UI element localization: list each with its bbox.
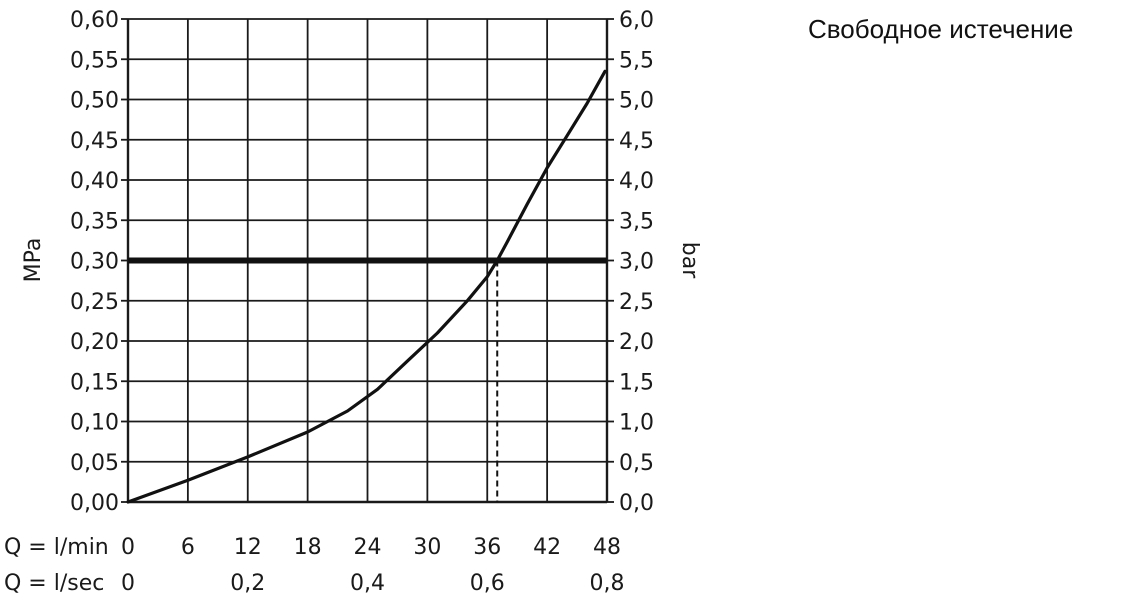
x-tick-label-min: 36 <box>473 535 501 560</box>
y-tick-label-left: 0,45 <box>70 129 119 154</box>
y-tick-label-right: 5,5 <box>619 48 654 73</box>
x-axis-label-min: Q = l/min <box>4 535 109 560</box>
x-tick-label-min: 6 <box>181 535 195 560</box>
y-axis-right-label: bar <box>677 242 702 279</box>
x-axis: 0 6 12 18 24 30 36 42 48 0 0,2 0,4 0,6 0,8 <box>121 535 625 596</box>
y-tick-label-right: 2,5 <box>619 290 654 315</box>
x-tick-label-min: 30 <box>413 535 441 560</box>
x-tick-label-min: 18 <box>294 535 322 560</box>
y-tick-label-right: 0,0 <box>619 491 654 516</box>
y-tick-label-left: 0,60 <box>70 8 119 33</box>
x-tick-label-min: 48 <box>593 535 621 560</box>
y-tick-label-left: 0,55 <box>70 48 119 73</box>
y-axis-right: 0,0 0,5 1,0 1,5 2,0 2,5 3,0 3,5 4,0 4,5 5,0 5,5 6,0 <box>619 8 654 516</box>
y-tick-label-right: 5,0 <box>619 89 654 114</box>
y-tick-label-left: 0,10 <box>70 411 119 436</box>
y-axis-left: 0,00 0,05 0,10 0,15 0,20 0,25 0,30 0,35 0,40 0,45… <box>70 8 119 516</box>
y-tick-label-left: 0,30 <box>70 250 119 275</box>
y-tick-label-left: 0,25 <box>70 290 119 315</box>
y-tick-label-left: 0,20 <box>70 330 119 355</box>
y-tick-label-right: 1,5 <box>619 370 654 395</box>
x-tick-label-min: 0 <box>121 535 135 560</box>
y-tick-label-right: 4,5 <box>619 129 654 154</box>
y-tick-label-left: 0,00 <box>70 491 119 516</box>
pressure-flow-chart: 0,000,050,100,150,200,250,300,350,400,45… <box>4 8 702 596</box>
x-tick-label-min: 42 <box>533 535 561 560</box>
y-tick-label-right: 0,5 <box>619 451 654 476</box>
plot-marks <box>126 69 607 504</box>
y-tick-label-left: 0,05 <box>70 451 119 476</box>
x-tick-label-min: 12 <box>234 535 262 560</box>
x-tick-label-sec: 0,6 <box>470 571 505 596</box>
y-axis-left-label: MPa <box>21 238 46 283</box>
x-tick-label-sec: 0 <box>121 571 135 596</box>
y-tick-label-right: 6,0 <box>619 8 654 33</box>
y-tick-label-right: 3,0 <box>619 250 654 275</box>
y-tick-label-right: 2,0 <box>619 330 654 355</box>
y-tick-label-right: 1,0 <box>619 411 654 436</box>
y-tick-label-left: 0,50 <box>70 89 119 114</box>
x-tick-label-sec: 0,8 <box>590 571 625 596</box>
y-tick-label-left: 0,40 <box>70 169 119 194</box>
flow-mode-caption: Свободное истечение <box>808 14 1074 44</box>
x-axis-label-sec: Q = l/sec <box>4 571 104 596</box>
y-tick-label-left: 0,35 <box>70 209 119 234</box>
x-tick-label-sec: 0,4 <box>350 571 385 596</box>
x-tick-label-sec: 0,2 <box>230 571 265 596</box>
series-line <box>126 69 607 504</box>
x-tick-label-min: 24 <box>354 535 382 560</box>
y-tick-label-left: 0,15 <box>70 370 119 395</box>
y-tick-label-right: 3,5 <box>619 209 654 234</box>
y-tick-label-right: 4,0 <box>619 169 654 194</box>
